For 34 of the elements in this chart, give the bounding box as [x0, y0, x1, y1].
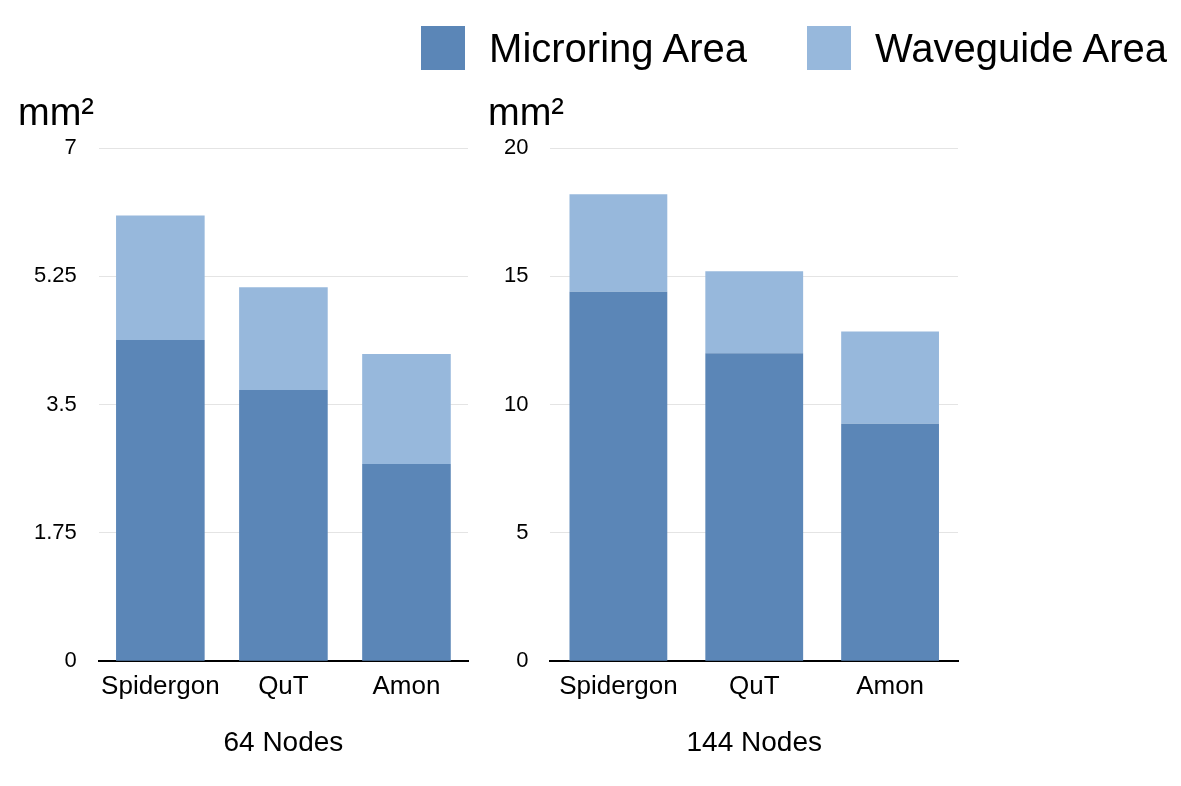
y-tick-label: 5: [516, 518, 529, 544]
y-axis-title: mm²: [488, 91, 564, 134]
y-tick-label: 15: [503, 262, 529, 288]
y-tick-label: 20: [503, 134, 529, 160]
bar: [841, 331, 939, 424]
y-tick-label: 0: [64, 647, 77, 673]
bar: [362, 354, 451, 464]
bar: [569, 194, 668, 292]
y-tick-label: 5.25: [33, 262, 77, 288]
x-tick-label: QuT: [258, 669, 309, 700]
x-axis-title: 144 Nodes: [686, 725, 822, 757]
legend-label: Waveguide Area: [874, 25, 1167, 71]
x-axis-title: 64 Nodes: [223, 725, 344, 757]
x-tick-label: Amon: [372, 669, 441, 700]
bar: [569, 291, 668, 661]
y-axis-title: mm²: [18, 91, 94, 134]
y-tick-label: 10: [503, 390, 529, 416]
bar: [116, 340, 205, 661]
bar: [239, 287, 328, 390]
legend-label: Microring Area: [489, 25, 747, 71]
x-tick-label: Spidergon: [559, 669, 678, 700]
y-tick-label: 1.75: [33, 518, 77, 544]
bar: [705, 353, 804, 661]
x-tick-label: Amon: [856, 669, 925, 700]
bar: [362, 463, 451, 661]
bar: [116, 215, 205, 341]
bar: [841, 423, 939, 661]
bar: [239, 389, 328, 661]
y-tick-label: 0: [516, 647, 529, 673]
x-tick-label: QuT: [728, 669, 780, 700]
y-tick-label: 3.5: [46, 390, 77, 416]
x-tick-label: Spidergon: [101, 669, 220, 700]
bar: [705, 271, 804, 354]
y-tick-label: 7: [64, 134, 77, 160]
